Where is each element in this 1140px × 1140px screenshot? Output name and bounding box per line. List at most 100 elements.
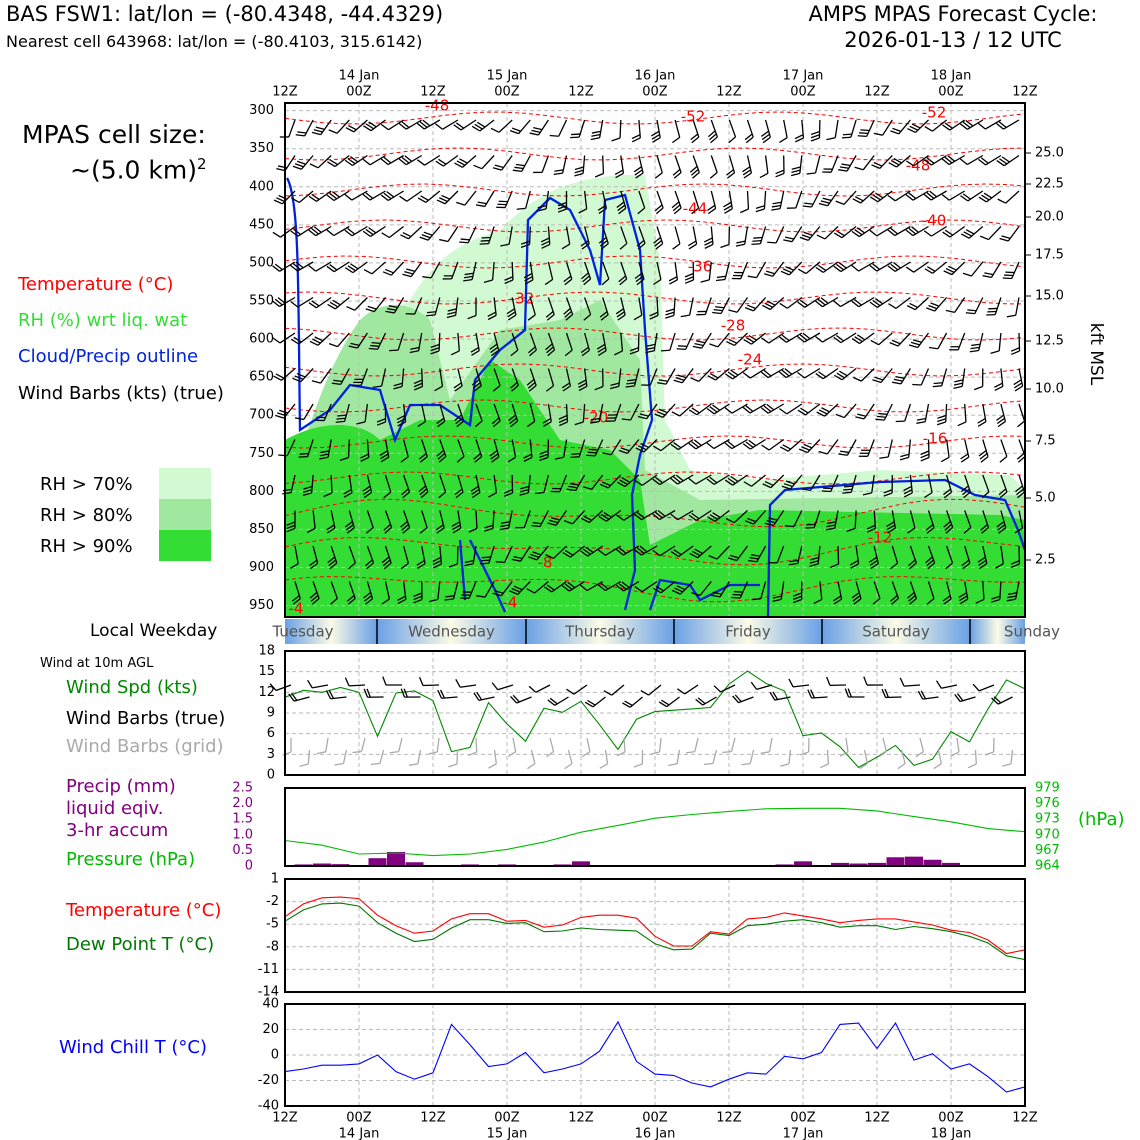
grid-wind-barb — [282, 751, 292, 756]
wind-barb — [320, 368, 332, 384]
wind-barb — [858, 261, 875, 272]
wind-barb — [344, 193, 353, 201]
wind-barb — [558, 421, 568, 427]
wind-barb — [924, 268, 933, 274]
wind-barb — [822, 197, 832, 202]
wind-barb — [883, 492, 893, 497]
wind-barb — [539, 453, 549, 458]
wind-barb — [637, 242, 646, 250]
wind-barb — [445, 595, 455, 598]
wind-barb — [825, 527, 835, 531]
weekday-band — [377, 619, 526, 644]
temp-ytick-1: -2 — [266, 894, 279, 909]
wind-barb — [311, 380, 321, 384]
wind-barb — [676, 585, 686, 591]
wind-barb — [688, 514, 697, 521]
wind-barb — [654, 204, 663, 212]
wind-barb — [387, 307, 397, 311]
wind-barb — [416, 122, 425, 130]
cell-size-text: ~(5.0 km) — [70, 155, 197, 185]
wind-barb — [953, 385, 963, 389]
wind-barb — [583, 190, 588, 209]
grid-wind-barb — [933, 763, 942, 770]
wind-barb — [1016, 488, 1024, 496]
wind-barb — [558, 119, 568, 137]
pressure-ytick-4: 967 — [1035, 843, 1060, 858]
wind-barb — [655, 207, 664, 215]
wind-barb — [368, 121, 377, 128]
wind-barb — [363, 491, 372, 499]
wind-barb — [376, 421, 386, 426]
wind-barb — [543, 586, 553, 593]
wind-barb — [640, 442, 649, 449]
wind-barb — [945, 526, 954, 534]
wind-barb — [276, 168, 286, 172]
wind-barb — [380, 194, 389, 201]
wind-barb — [799, 299, 808, 307]
wind-barb — [326, 524, 335, 531]
wind-barb — [888, 162, 897, 168]
wind-barb — [646, 343, 656, 347]
sfc-wind-barb — [624, 700, 633, 706]
wind-barb — [336, 119, 350, 134]
wind-barb — [840, 296, 857, 308]
wind-barb — [878, 412, 888, 415]
wind-barb — [883, 489, 893, 494]
wind-barb — [762, 136, 771, 144]
wind-barb — [943, 520, 951, 528]
wind-barb — [665, 314, 675, 319]
wind-barb — [625, 385, 635, 388]
wind-barb — [826, 524, 836, 528]
wind-barb — [634, 586, 643, 593]
wind-barb — [967, 309, 977, 312]
sfc-wind-barb — [677, 688, 686, 695]
wind-barb — [637, 207, 646, 215]
grid-wind-barb — [417, 749, 422, 764]
wind-barb — [765, 270, 775, 275]
wind-barb — [674, 119, 681, 138]
wind-barb — [490, 453, 499, 460]
wind-barb — [911, 226, 919, 233]
wind-barb — [286, 524, 296, 530]
wind-barb — [924, 492, 933, 498]
temp-contour — [284, 536, 1026, 566]
wind-barb — [981, 491, 990, 499]
wind-barb — [331, 191, 340, 198]
wind-barb — [887, 265, 896, 272]
wind-barb — [876, 415, 886, 418]
wind-barb — [781, 485, 791, 490]
sfc-wind-barb — [978, 684, 995, 692]
rh-70-label: RH > 70% — [40, 474, 133, 495]
wind-barb — [635, 447, 645, 453]
wind-barb — [400, 456, 409, 463]
grid-wind-barb — [299, 763, 309, 768]
wind-barb — [689, 165, 698, 173]
wind-barb — [688, 442, 697, 450]
wind-barb — [730, 369, 739, 376]
wind-barb — [710, 136, 718, 144]
wind-barb — [626, 382, 636, 385]
wind-barb — [618, 207, 627, 215]
wind-barb — [782, 444, 791, 450]
wind-barb — [905, 266, 915, 273]
sfc-wind-barb — [491, 682, 499, 691]
grid-wind-barb — [408, 763, 418, 766]
wind-barb — [346, 305, 355, 311]
wind-barb — [348, 345, 358, 349]
wind-barb — [815, 266, 824, 273]
wind-barb — [527, 381, 536, 389]
wind-barb — [547, 349, 555, 357]
wind-barb — [380, 456, 390, 463]
wind-barb — [503, 489, 513, 494]
wind-barb — [619, 278, 628, 286]
wind-barb — [514, 166, 524, 170]
wind-barb — [398, 123, 407, 130]
wind-barb — [446, 314, 456, 319]
wind-barb — [571, 452, 581, 455]
wind-barb — [712, 591, 722, 595]
wind-barb — [523, 510, 531, 528]
wind-barb — [286, 527, 296, 533]
wind-spd-label: Wind Spd (kts) — [66, 677, 198, 698]
wind-barb — [456, 201, 466, 206]
wind-barb — [978, 196, 987, 203]
